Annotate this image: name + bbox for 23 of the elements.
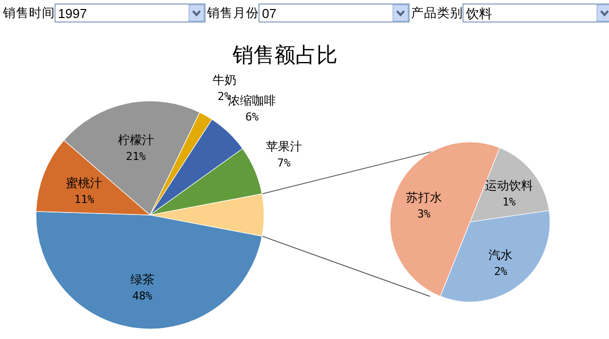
slice-label: 绿茶 bbox=[130, 272, 154, 286]
text: 销售月份 bbox=[206, 5, 259, 20]
text: 饮料 bbox=[465, 6, 492, 21]
slice-label: 苏打水 bbox=[406, 190, 442, 205]
data-label: 21% bbox=[126, 150, 146, 163]
data-label: 11% bbox=[74, 193, 94, 206]
text: 1997 bbox=[58, 6, 87, 21]
slice-label: 汽水 bbox=[488, 248, 513, 262]
slice-label: 牛奶 bbox=[212, 72, 236, 87]
data-label: 3% bbox=[417, 208, 431, 221]
text: 产品类别 bbox=[411, 5, 463, 20]
text: 销售时间 bbox=[2, 5, 55, 20]
slice-label: 柠檬汁 bbox=[118, 132, 154, 147]
slice-label: 运动饮料 bbox=[484, 178, 533, 192]
data-label: 7% bbox=[277, 156, 291, 170]
slice-label: 蜜桃汁 bbox=[66, 176, 102, 190]
data-label: 6% bbox=[245, 110, 260, 124]
slice-label: 苹果汁 bbox=[266, 139, 302, 154]
data-label: 1% bbox=[502, 195, 516, 208]
chart-title: 销售额占比 bbox=[232, 43, 338, 67]
data-label: 48% bbox=[132, 289, 153, 302]
data-label: 2% bbox=[494, 264, 508, 278]
text: 07 bbox=[262, 6, 276, 21]
